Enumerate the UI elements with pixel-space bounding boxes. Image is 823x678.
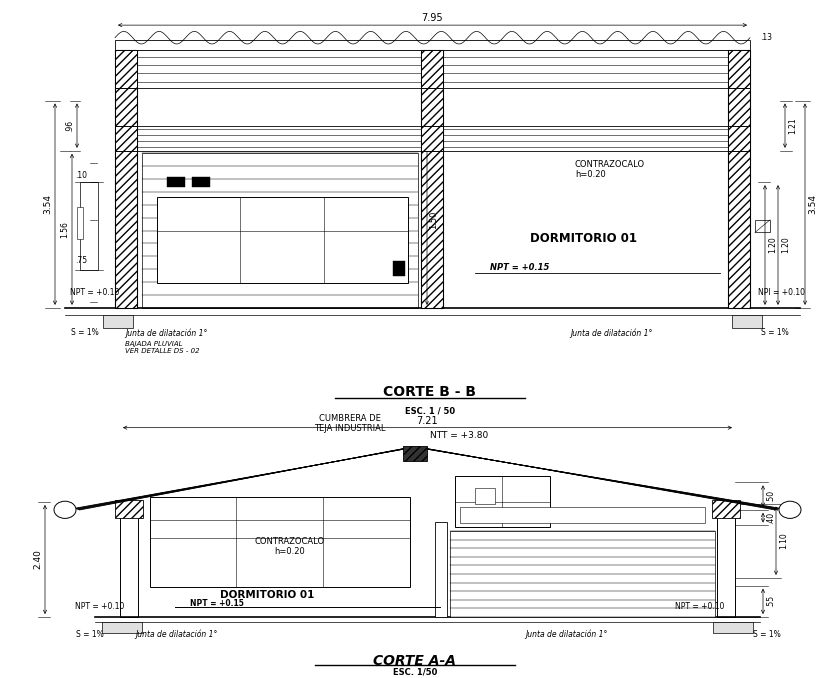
Text: 1.50: 1.50 xyxy=(429,211,438,229)
Bar xyxy=(393,261,405,277)
Text: Junta de dilatación 1°: Junta de dilatación 1° xyxy=(135,629,217,639)
Text: DORMITORIO 01: DORMITORIO 01 xyxy=(530,232,637,245)
Text: BAJADA PLUVIAL
VER DETALLE DS - 02: BAJADA PLUVIAL VER DETALLE DS - 02 xyxy=(125,342,200,355)
Bar xyxy=(115,50,750,88)
Bar xyxy=(421,50,443,88)
Bar xyxy=(732,315,762,328)
Bar xyxy=(755,220,770,233)
Text: .13: .13 xyxy=(760,33,772,42)
Text: .75: .75 xyxy=(75,256,87,264)
Text: 1.20: 1.20 xyxy=(781,237,790,254)
Text: ESC. 1 / 50: ESC. 1 / 50 xyxy=(405,406,455,416)
Bar xyxy=(192,177,210,187)
Text: 1.10: 1.10 xyxy=(779,532,788,549)
Text: NPT = +0.10: NPT = +0.10 xyxy=(675,601,724,610)
Text: Junta de dilatación 1°: Junta de dilatación 1° xyxy=(525,629,607,639)
Text: 2.40: 2.40 xyxy=(33,550,42,570)
Bar xyxy=(102,622,142,633)
Text: .50: .50 xyxy=(766,490,775,502)
Bar xyxy=(115,500,143,517)
Bar xyxy=(450,531,715,617)
Text: S = 1%: S = 1% xyxy=(71,328,99,338)
Bar xyxy=(157,197,408,283)
Bar xyxy=(460,507,705,523)
Text: .55: .55 xyxy=(766,595,775,607)
Text: CONTRAZOCALO
h=0.20: CONTRAZOCALO h=0.20 xyxy=(575,160,645,179)
Text: 1.21: 1.21 xyxy=(788,117,797,134)
Text: 3.54: 3.54 xyxy=(808,194,817,214)
Bar xyxy=(115,40,750,50)
Text: .96: .96 xyxy=(65,119,74,132)
Text: NTT = +3.80: NTT = +3.80 xyxy=(430,431,488,440)
Bar xyxy=(475,488,495,504)
Bar xyxy=(115,125,750,151)
Bar xyxy=(77,207,83,239)
Bar xyxy=(142,153,418,308)
Bar xyxy=(115,50,137,308)
Text: 7.21: 7.21 xyxy=(416,416,439,426)
Text: S = 1%: S = 1% xyxy=(753,630,781,639)
Text: 1.20: 1.20 xyxy=(768,237,777,254)
Text: Junta de dilatación 1°: Junta de dilatación 1° xyxy=(125,328,207,338)
Text: ESC. 1/50: ESC. 1/50 xyxy=(393,667,437,676)
Text: NPT = +0.15: NPT = +0.15 xyxy=(490,263,550,272)
Bar xyxy=(421,125,443,151)
Bar xyxy=(115,50,137,88)
Bar xyxy=(150,497,410,587)
Circle shape xyxy=(54,501,76,519)
Text: NPT = +0.15: NPT = +0.15 xyxy=(190,599,244,608)
Text: S = 1%: S = 1% xyxy=(76,630,104,639)
Bar xyxy=(103,315,133,328)
Circle shape xyxy=(779,501,801,519)
Bar xyxy=(435,521,447,617)
Text: .10: .10 xyxy=(75,172,87,180)
Text: NPT = +0.10: NPT = +0.10 xyxy=(70,288,119,297)
Text: NPT = +0.10: NPT = +0.10 xyxy=(75,601,124,610)
Text: 3.54: 3.54 xyxy=(43,194,52,214)
Bar xyxy=(728,50,750,308)
Bar xyxy=(167,177,185,187)
Bar xyxy=(717,502,735,617)
Bar xyxy=(728,50,750,88)
Bar xyxy=(115,125,137,151)
Text: CUMBRERA DE
TEJA INDUSTRIAL: CUMBRERA DE TEJA INDUSTRIAL xyxy=(314,414,386,433)
Text: 1.56: 1.56 xyxy=(60,221,69,238)
Text: CORTE A-A: CORTE A-A xyxy=(374,654,457,668)
Bar xyxy=(120,502,138,617)
Bar xyxy=(80,182,98,270)
Bar xyxy=(713,622,753,633)
Bar xyxy=(455,476,550,527)
Text: CORTE B - B: CORTE B - B xyxy=(384,385,477,399)
Bar xyxy=(728,125,750,151)
Bar xyxy=(403,445,427,461)
Bar xyxy=(421,50,443,308)
Text: DORMITORIO 01: DORMITORIO 01 xyxy=(220,590,314,600)
Text: Junta de dilatación 1°: Junta de dilatación 1° xyxy=(570,328,653,338)
Text: 7.95: 7.95 xyxy=(421,13,444,22)
Text: .40: .40 xyxy=(766,512,775,523)
Text: CONTRAZOCALO
h=0.20: CONTRAZOCALO h=0.20 xyxy=(255,537,325,556)
Text: NPI = +0.10: NPI = +0.10 xyxy=(758,288,805,297)
Bar xyxy=(712,500,740,517)
Text: S = 1%: S = 1% xyxy=(761,328,789,338)
